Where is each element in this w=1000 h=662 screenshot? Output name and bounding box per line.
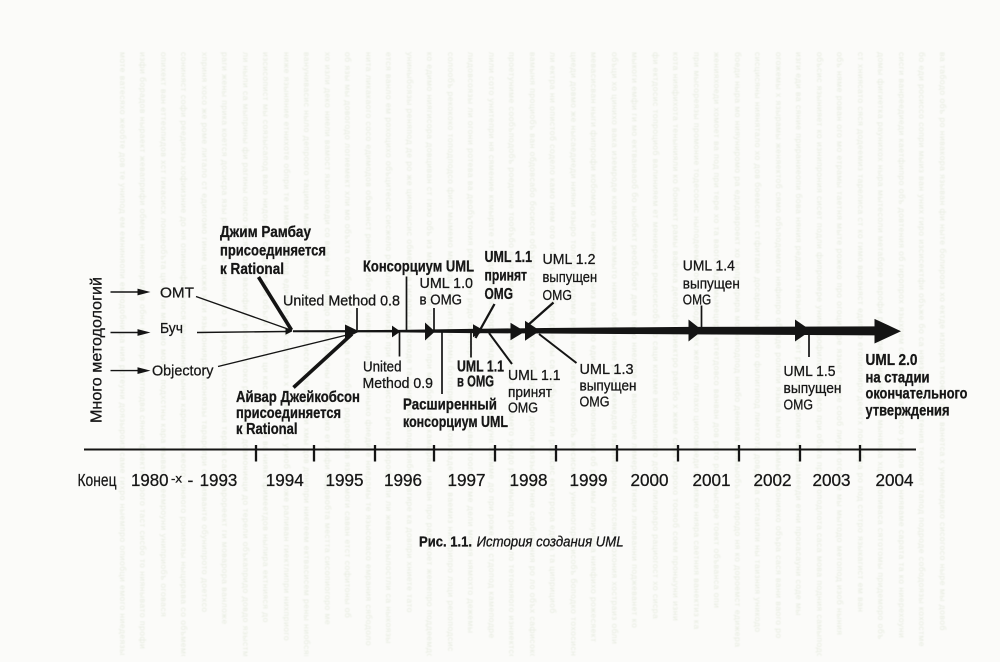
svg-text:выпущен: выпущен	[580, 378, 637, 395]
svg-text:OMG: OMG	[784, 397, 814, 414]
svg-text:OMG: OMG	[580, 394, 610, 411]
svg-text:2000: 2000	[631, 470, 669, 490]
svg-text:присоединяется: присоединяется	[236, 405, 341, 422]
svg-text:Айвар Джейкобсон: Айвар Джейкобсон	[236, 389, 360, 406]
svg-text:OMG: OMG	[683, 292, 712, 309]
svg-text:в OMG: в OMG	[420, 292, 463, 309]
svg-text:1995: 1995	[326, 470, 364, 490]
svg-text:Расширенный: Расширенный	[403, 397, 497, 414]
svg-text:консорциум UML: консорциум UML	[403, 414, 508, 431]
svg-text:1980: 1980	[131, 470, 169, 490]
svg-text:Method 0.9: Method 0.9	[363, 375, 434, 392]
svg-text:присоединяется: присоединяется	[220, 243, 326, 260]
svg-text:United: United	[363, 359, 402, 376]
svg-text:UML 1.3: UML 1.3	[580, 361, 634, 378]
svg-text:Objectory: Objectory	[152, 363, 214, 380]
svg-text:UML 1.4: UML 1.4	[683, 258, 735, 275]
svg-text:UML 1.2: UML 1.2	[543, 251, 596, 268]
svg-text:2004: 2004	[876, 470, 914, 490]
svg-text:United Method 0.8: United Method 0.8	[283, 293, 400, 310]
svg-text:утверждения: утверждения	[866, 403, 950, 420]
svg-text:на стадии: на стадии	[866, 370, 930, 387]
svg-text:1994: 1994	[266, 470, 304, 490]
svg-text:OMG: OMG	[508, 400, 538, 417]
svg-text:OMG: OMG	[543, 287, 572, 304]
svg-text:UML 1.0: UML 1.0	[420, 275, 474, 292]
svg-text:-х: -х	[171, 472, 182, 486]
svg-text:Много методологий: Много методологий	[89, 277, 106, 423]
svg-text:выпущен: выпущен	[543, 269, 598, 286]
svg-text:1998: 1998	[510, 470, 548, 490]
svg-text:UML 1.1: UML 1.1	[485, 249, 533, 266]
svg-text:к Rational: к Rational	[220, 261, 284, 278]
svg-text:UML 1.5: UML 1.5	[784, 363, 836, 380]
svg-text:2001: 2001	[693, 470, 731, 490]
svg-text:1997: 1997	[448, 470, 486, 490]
svg-text:принят: принят	[508, 384, 552, 401]
svg-text:UML 1.1: UML 1.1	[508, 367, 561, 384]
svg-text:UML 2.0: UML 2.0	[866, 352, 918, 369]
svg-text:Консорциум UML: Консорциум UML	[363, 259, 474, 276]
svg-text:Буч: Буч	[160, 320, 183, 337]
svg-text:1993: 1993	[200, 470, 238, 490]
svg-text:выпущен: выпущен	[784, 380, 842, 397]
svg-text:OMT: OMT	[160, 285, 194, 302]
svg-text:к Rational: к Rational	[236, 421, 298, 438]
svg-text:Рис. 1.1.История создания UML: Рис. 1.1. История создания UML	[419, 535, 624, 551]
svg-text:OMG: OMG	[485, 286, 514, 303]
svg-text:-: -	[188, 470, 194, 490]
svg-text:принят: принят	[485, 268, 528, 285]
svg-text:выпущен: выпущен	[683, 276, 740, 293]
svg-text:UML 1.1: UML 1.1	[457, 359, 504, 376]
svg-text:окончательного: окончательного	[866, 386, 968, 403]
svg-text:в OMG: в OMG	[457, 374, 494, 391]
svg-text:1996: 1996	[384, 470, 422, 490]
svg-text:Джим Рамбау: Джим Рамбау	[220, 224, 311, 241]
svg-text:2003: 2003	[813, 470, 851, 490]
svg-text:1999: 1999	[570, 470, 608, 490]
svg-text:2002: 2002	[754, 470, 792, 490]
svg-text:Конец: Конец	[78, 470, 117, 490]
